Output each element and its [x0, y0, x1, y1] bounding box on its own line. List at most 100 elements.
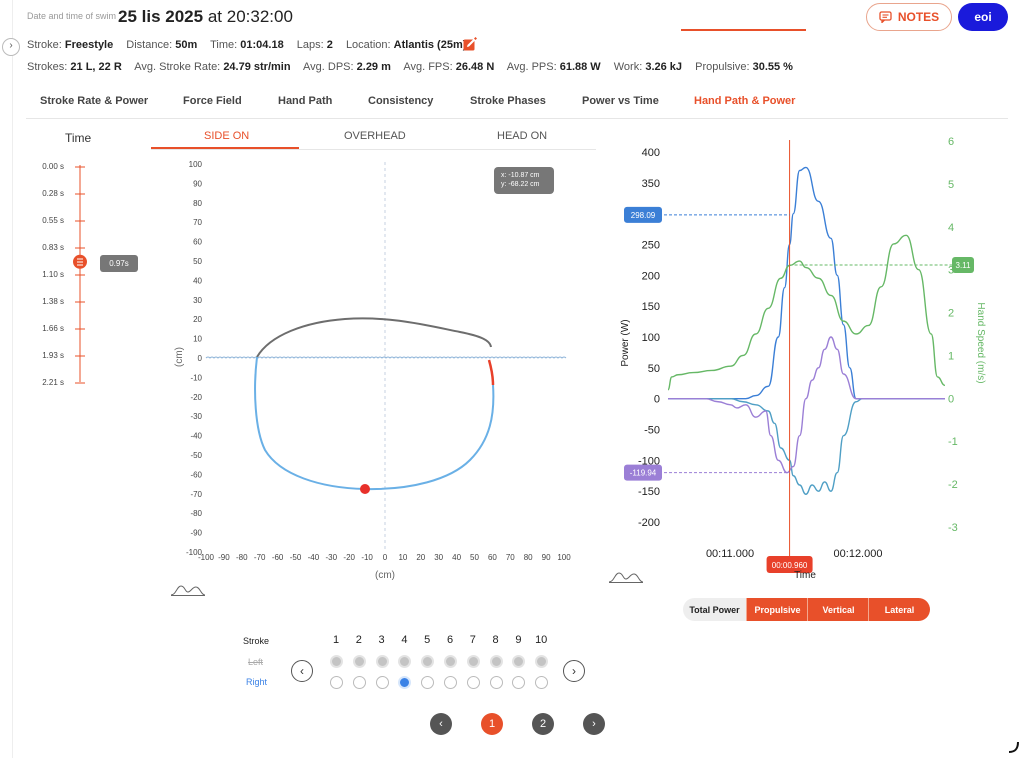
view-tabs: SIDE ON OVERHEAD HEAD ON [151, 125, 596, 150]
power-y-tick: 0 [654, 394, 660, 406]
hand-speed-y-tick: 5 [948, 179, 954, 191]
right-stroke-dot[interactable] [512, 676, 526, 689]
hand-speed-y-tick: 1 [948, 350, 954, 362]
power-y-tick: 200 [642, 270, 660, 282]
right-stroke-dot[interactable] [489, 676, 503, 689]
right-stroke-dot[interactable] [398, 676, 412, 689]
power-series-line [668, 166, 945, 400]
tab-overhead[interactable]: OVERHEAD [344, 130, 406, 142]
power-x-ticks: 00:11.000 00:12.000 [706, 548, 883, 560]
time-slider-tick-label: 0.00 s [42, 162, 64, 171]
strokes-value: 21 L, 22 R [70, 61, 122, 73]
cursor-time-value: 00:00.960 [772, 561, 808, 570]
right-stroke-dot[interactable] [421, 676, 435, 689]
page-next-button[interactable]: › [583, 713, 605, 735]
right-stroke-dot[interactable] [444, 676, 457, 689]
right-stroke-dot[interactable] [352, 676, 366, 689]
hand-speed-y-tick: 4 [948, 222, 954, 234]
hand-path-x-tick: 30 [434, 553, 443, 562]
left-stroke-dot[interactable] [535, 655, 549, 668]
power-y-tick: -150 [638, 486, 660, 498]
power-series-line [668, 397, 945, 495]
time-slider-title: Time [65, 131, 92, 145]
pps-label: Avg. PPS: [506, 61, 557, 73]
user-button[interactable]: eoi [958, 3, 1008, 31]
left-stroke-dot[interactable] [444, 655, 457, 668]
edit-location-icon[interactable] [463, 37, 477, 51]
time-slider[interactable] [70, 160, 95, 390]
left-stroke-dot[interactable] [330, 655, 343, 668]
page-prev-button[interactable]: ‹ [430, 713, 452, 735]
stroke-number: 7 [469, 634, 476, 646]
hand-path-y-tick: 60 [193, 238, 202, 247]
page-1-button[interactable]: 1 [481, 713, 503, 735]
hand-path-x-tick: -40 [308, 553, 320, 562]
stroke-number: 9 [515, 634, 522, 646]
hand-position-marker [360, 484, 370, 494]
left-stroke-dot[interactable] [375, 655, 389, 668]
power-x-label: Time [794, 570, 816, 581]
legend-vertical[interactable]: Vertical [807, 598, 869, 621]
previous-strokes-button[interactable]: ‹ [291, 660, 313, 682]
right-stroke-dot[interactable] [535, 676, 549, 689]
work-label: Work: [613, 61, 643, 73]
notes-label: NOTES [897, 10, 940, 24]
hand-speed-y-ticks: 6 5 4 3 2 1 0 -1 -2 -3 [948, 136, 958, 534]
water-surface-line [205, 356, 567, 359]
power-y-tick: 400 [642, 147, 660, 159]
left-hand-label[interactable]: Left [248, 657, 264, 667]
power-distribution-icon[interactable] [608, 570, 644, 584]
active-view-indicator [151, 147, 299, 149]
tab-power-vs-time[interactable]: Power vs Time [582, 95, 659, 107]
left-stroke-dot[interactable] [421, 655, 435, 668]
right-stroke-dot[interactable] [375, 676, 389, 689]
next-strokes-button[interactable]: › [563, 660, 585, 682]
strokes-label: Strokes: [27, 61, 68, 73]
tab-head-on[interactable]: HEAD ON [497, 130, 548, 142]
power-y-tick: 50 [648, 363, 660, 375]
stroke-number: 1 [332, 634, 340, 646]
hand-path-x-tick: -70 [254, 553, 266, 562]
active-tab-indicator [681, 29, 806, 31]
hand-path-x-tick: 0 [383, 553, 388, 562]
power-purple-badge [624, 464, 662, 481]
tab-stroke-phases[interactable]: Stroke Phases [470, 95, 546, 107]
tab-hand-path[interactable]: Hand Path [278, 95, 333, 107]
left-stroke-dot[interactable] [466, 655, 480, 668]
right-stroke-dot[interactable] [466, 676, 480, 689]
power-purple-value: -119.94 [630, 469, 657, 478]
swim-time: 20:32:00 [226, 7, 293, 26]
power-blue-value: 298.09 [631, 211, 656, 220]
notes-button[interactable]: NOTES [866, 3, 952, 31]
fps-label: Avg. FPS: [403, 61, 453, 73]
left-stroke-dot[interactable] [489, 655, 503, 668]
time-slider-tick-label: 0.55 s [42, 216, 64, 225]
page-2-button[interactable]: 2 [532, 713, 554, 735]
at-word: at [207, 7, 222, 26]
left-stroke-dot[interactable] [512, 655, 526, 668]
legend-total-power[interactable]: Total Power [683, 598, 746, 621]
hand-path-x-tick: 100 [557, 553, 571, 562]
hand-speed-y-tick: -1 [948, 436, 958, 448]
location-value: Atlantis (25m) [393, 39, 467, 51]
tab-hand-path-power[interactable]: Hand Path & Power [694, 95, 796, 107]
tab-force-field[interactable]: Force Field [183, 95, 242, 107]
tab-stroke-rate-power[interactable]: Stroke Rate & Power [40, 95, 149, 107]
expand-sidebar-button[interactable]: › [2, 38, 20, 56]
tab-side-on[interactable]: SIDE ON [204, 130, 250, 142]
left-stroke-dot[interactable] [352, 655, 366, 668]
legend-propulsive[interactable]: Propulsive [746, 598, 808, 621]
hand-path-above-water [256, 317, 492, 358]
hand-path-x-tick: 90 [542, 553, 551, 562]
analysis-tabs: Stroke Rate & Power Force Field Hand Pat… [26, 87, 1008, 119]
right-hand-label[interactable]: Right [246, 677, 268, 687]
legend-lateral[interactable]: Lateral [868, 598, 930, 621]
left-stroke-dot[interactable] [398, 655, 412, 668]
hand-path-y-tick: 90 [193, 179, 202, 188]
distribution-icon[interactable] [170, 583, 206, 597]
stroke-number: 6 [446, 634, 454, 646]
right-stroke-dot[interactable] [330, 676, 343, 689]
power-y-label: Power (W) [620, 319, 631, 366]
hand-path-x-tick: -20 [343, 553, 355, 562]
tab-consistency[interactable]: Consistency [368, 95, 434, 107]
